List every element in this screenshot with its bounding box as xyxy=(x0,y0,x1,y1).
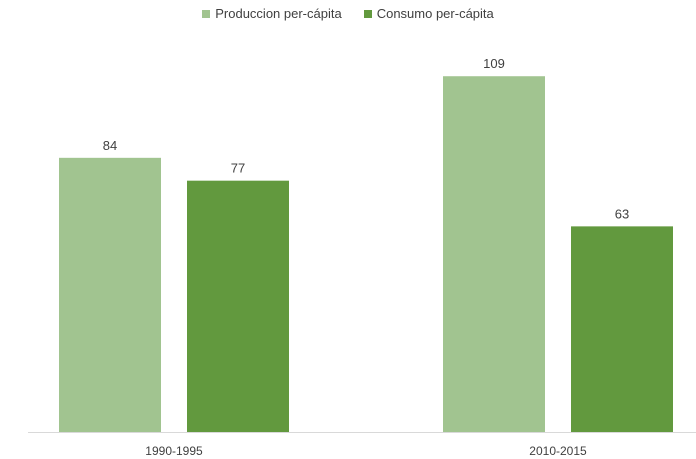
data-label-produccion-1990-1995: 84 xyxy=(103,138,117,153)
legend-label-produccion: Produccion per-cápita xyxy=(215,6,342,21)
data-label-consumo-1990-1995: 77 xyxy=(231,161,245,176)
bar-produccion-2010-2015 xyxy=(443,76,545,432)
bar-consumo-2010-2015 xyxy=(571,226,673,432)
x-tick-label-2010-2015: 2010-2015 xyxy=(529,444,587,458)
legend-item-produccion: Produccion per-cápita xyxy=(202,6,342,21)
data-label-consumo-2010-2015: 63 xyxy=(615,206,629,221)
legend-swatch-produccion xyxy=(202,9,211,18)
bar-produccion-1990-1995 xyxy=(59,157,161,432)
legend-swatch-consumo xyxy=(363,9,372,18)
legend-label-consumo: Consumo per-cápita xyxy=(376,6,494,21)
legend-item-consumo: Consumo per-cápita xyxy=(363,6,494,21)
data-label-produccion-2010-2015: 109 xyxy=(483,56,505,71)
x-tick-label-1990-1995: 1990-1995 xyxy=(145,444,203,458)
bar-consumo-1990-1995 xyxy=(187,180,289,432)
chart-legend: Produccion per-cápita Consumo per-cápita xyxy=(0,6,696,21)
